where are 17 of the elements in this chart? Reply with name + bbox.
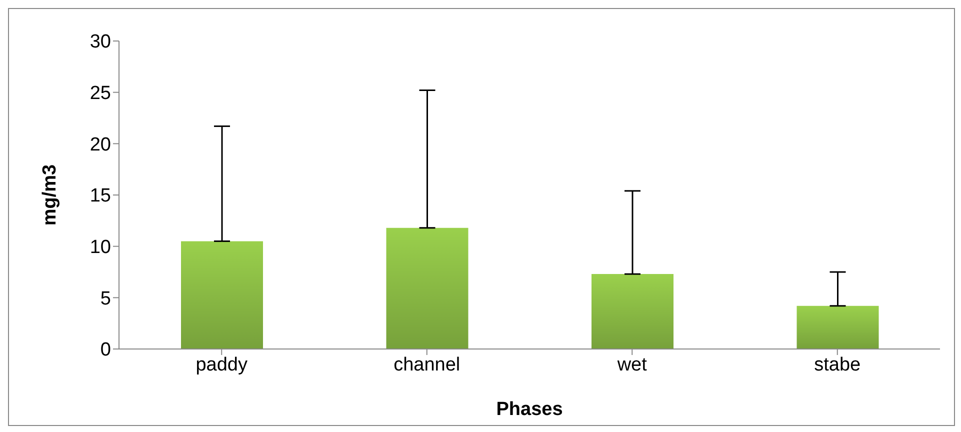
y-tick-label: 20 — [90, 134, 111, 156]
y-axis-title: mg/m3 — [40, 164, 61, 226]
x-tick-label: paddy — [196, 354, 248, 376]
x-axis-title: Phases — [496, 399, 563, 420]
y-tick-label: 0 — [100, 340, 111, 361]
y-tick-label: 25 — [90, 83, 111, 104]
x-tick-label: stabe — [814, 354, 861, 376]
y-tick-label: 15 — [90, 186, 111, 207]
bar — [796, 306, 879, 349]
y-tick-label: 10 — [90, 237, 111, 258]
x-tick-label: wet — [616, 354, 648, 376]
x-tick-label: channel — [394, 354, 460, 376]
bar — [181, 241, 263, 349]
y-tick-label: 5 — [100, 288, 111, 310]
bar — [592, 274, 674, 349]
bar — [386, 228, 468, 349]
y-tick-label: 30 — [90, 32, 111, 53]
